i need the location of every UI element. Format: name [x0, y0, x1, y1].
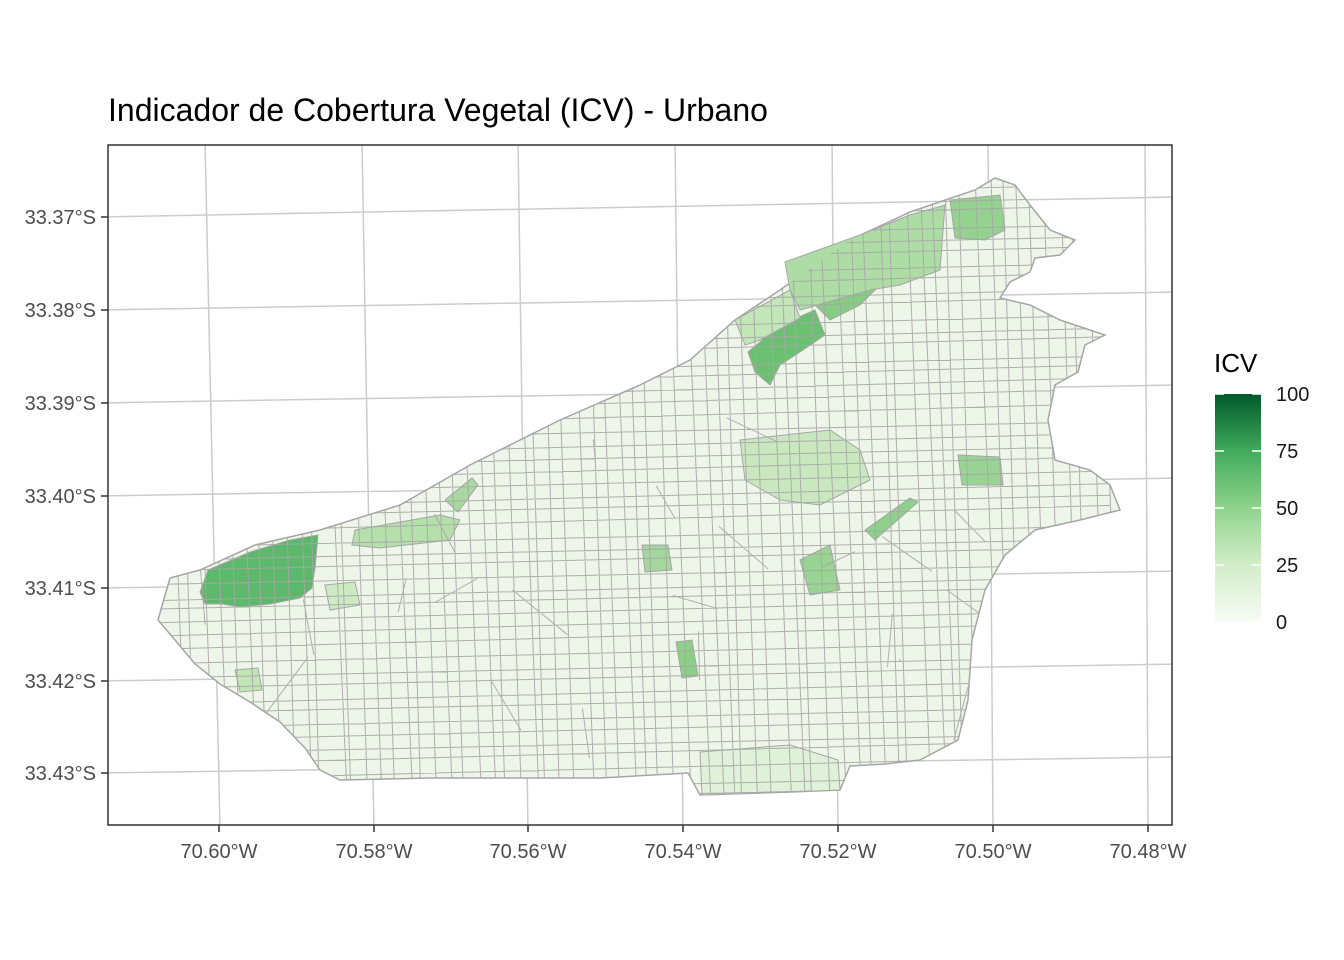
- park-patch: [739, 429, 871, 506]
- legend-break-label: 0: [1276, 612, 1287, 634]
- x-tick-label: 70.54°W: [645, 841, 722, 863]
- y-tick-label: 33.40°S: [25, 486, 96, 508]
- x-tick-label: 70.58°W: [336, 841, 413, 863]
- meridian-70-60: [204, 145, 221, 825]
- x-axis: 70.60°W 70.58°W 70.56°W 70.54°W 70.52°W …: [181, 825, 1187, 863]
- y-axis: 33.37°S 33.38°S 33.39°S 33.40°S 33.41°S …: [25, 207, 108, 785]
- y-tick-label: 33.41°S: [25, 578, 96, 600]
- x-tick-label: 70.56°W: [490, 841, 567, 863]
- y-tick-label: 33.39°S: [25, 393, 96, 415]
- legend-break-label: 100: [1276, 384, 1309, 406]
- park-patch: [799, 544, 841, 596]
- x-tick-label: 70.52°W: [800, 841, 877, 863]
- legend-title: ICV: [1214, 348, 1258, 378]
- legend-break-label: 25: [1276, 555, 1298, 577]
- y-tick-label: 33.37°S: [25, 207, 96, 229]
- legend-break-label: 75: [1276, 441, 1298, 463]
- park-patch: [734, 289, 801, 346]
- y-tick-label: 33.42°S: [25, 671, 96, 693]
- park-patch: [234, 667, 263, 693]
- x-tick-label: 70.48°W: [1110, 841, 1187, 863]
- x-tick-label: 70.50°W: [955, 841, 1032, 863]
- map-title: Indicador de Cobertura Vegetal (ICV) - U…: [108, 92, 768, 128]
- legend: 100 75 50 25 0: [1215, 384, 1309, 634]
- region-layer: [157, 177, 1122, 796]
- x-tick-label: 70.60°W: [181, 841, 258, 863]
- y-tick-label: 33.43°S: [25, 763, 96, 785]
- y-tick-label: 33.38°S: [25, 300, 96, 322]
- park-patch: [864, 497, 919, 541]
- meridian-70-48: [1144, 145, 1149, 825]
- panel-border: [107, 144, 1173, 826]
- legend-break-label: 50: [1276, 498, 1298, 520]
- park-patch: [351, 514, 461, 549]
- park-patch: [784, 204, 946, 311]
